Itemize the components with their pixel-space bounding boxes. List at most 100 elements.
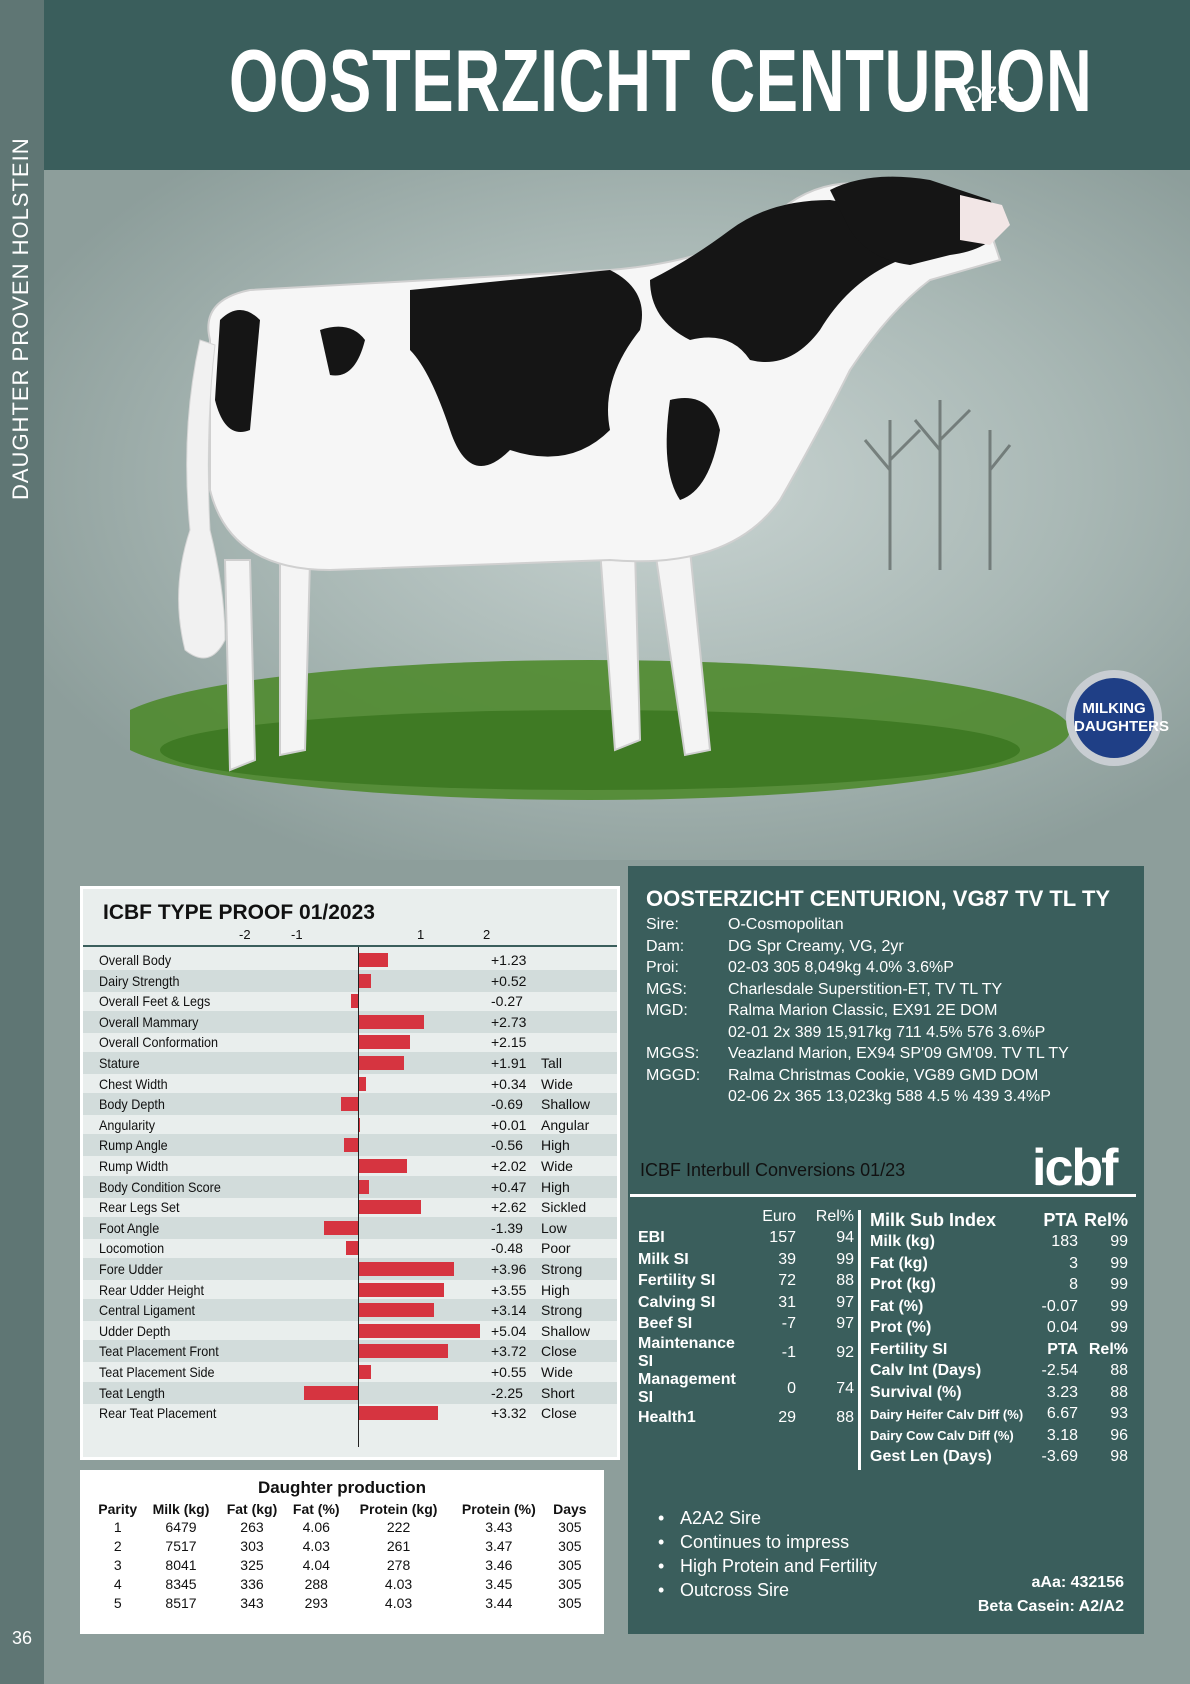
- table-cell: 343: [240, 1595, 264, 1611]
- subindex-pta: 183: [1051, 1233, 1078, 1251]
- subindex-pta: -3.69: [1041, 1448, 1078, 1466]
- trait-row: Teat Placement Side +0.55 Wide: [83, 1361, 617, 1383]
- subindex-label: Dairy Heifer Calv Diff (%): [870, 1406, 1024, 1422]
- trait-name: Dairy Strength: [99, 972, 180, 989]
- zero-axis-line: [358, 947, 359, 1447]
- table-cell: 5: [113, 1595, 122, 1611]
- trait-value: +0.01: [491, 1116, 527, 1133]
- ebi-row: Management SI 0 74: [638, 1371, 854, 1407]
- trait-descriptor: Poor: [541, 1240, 571, 1257]
- subindex-label: Survival (%): [870, 1383, 962, 1401]
- scale-tick: 1: [417, 927, 425, 942]
- trait-value: +3.32: [491, 1405, 527, 1422]
- ebi-euro: 29: [778, 1408, 796, 1426]
- trait-row: Body Depth -0.69 Shallow: [83, 1093, 617, 1116]
- trait-name: Rear Udder Height: [99, 1281, 205, 1298]
- ebi-label: Beef SI: [638, 1315, 693, 1333]
- subindex-row: Prot (%) 0.04 99: [870, 1318, 1128, 1340]
- ebi-euro: 31: [778, 1293, 796, 1311]
- trait-descriptor: High: [541, 1281, 570, 1298]
- pedigree-value: 02-06 2x 365 13,023kg 588 4.5 % 439 3.4%…: [728, 1088, 1051, 1105]
- trait-value: +1.23: [491, 952, 527, 968]
- trait-row: Overall Mammary +2.73: [83, 1010, 617, 1033]
- page-number: 36: [12, 1628, 33, 1648]
- trait-row: Angularity +0.01 Angular: [83, 1114, 617, 1136]
- table-cell: 263: [240, 1519, 264, 1535]
- ebi-rel: 99: [836, 1250, 854, 1268]
- subindex-label: Prot (%): [870, 1319, 932, 1337]
- highlight-item: High Protein and Fertility: [652, 1556, 877, 1580]
- table-cell: 8345: [165, 1576, 197, 1592]
- trait-row: Central Ligament +3.14 Strong: [83, 1299, 617, 1322]
- ebi-label: Calving SI: [638, 1293, 716, 1311]
- trait-value: +0.34: [491, 1075, 527, 1092]
- subindex-row: Fat (%) -0.07 99: [870, 1296, 1128, 1318]
- fert-pta-header: PTA: [1047, 1340, 1078, 1358]
- page-title: OOSTERZICHT CENTURION: [229, 31, 1093, 130]
- ebi-euro: 39: [778, 1250, 796, 1268]
- vertical-divider: [858, 1210, 861, 1470]
- beta-casein: Beta Casein: A2/A2: [977, 1598, 1124, 1615]
- trait-name: Stature: [99, 1055, 140, 1071]
- subindex-row: Survival (%) 3.23 88: [870, 1382, 1128, 1404]
- column-header: Days: [553, 1501, 587, 1517]
- trait-bar: [346, 1241, 358, 1256]
- subindex-row: Gest Len (Days) -3.69 98: [870, 1447, 1128, 1469]
- scale-tick: -1: [291, 927, 303, 942]
- trait-name: Rear Teat Placement: [99, 1405, 217, 1422]
- pedigree-key: MGS:: [646, 980, 687, 998]
- scale-tick: -2: [239, 927, 251, 942]
- pedigree-value: DG Spr Creamy, VG, 2yr: [728, 937, 904, 955]
- trait-name: Body Condition Score: [99, 1178, 221, 1195]
- trait-descriptor: Strong: [541, 1261, 583, 1277]
- trait-descriptor: Wide: [541, 1075, 573, 1092]
- trait-value: +1.91: [491, 1055, 527, 1071]
- table-cell: 261: [386, 1538, 411, 1554]
- trait-value: -2.25: [491, 1384, 523, 1401]
- daughter-production-panel: Daughter production Parity Milk (kg) Fat…: [80, 1470, 604, 1634]
- table-row: 3 8041 325 4.04 278 3.46 305: [92, 1556, 592, 1575]
- trait-name: Rump Width: [99, 1158, 169, 1174]
- type-proof-inner: ICBF TYPE PROOF 01/2023 -2 -1 1 2 Overal…: [83, 889, 617, 1457]
- fert-rel-header: Rel%: [1088, 1340, 1128, 1358]
- subindex-label: Fat (kg): [870, 1254, 928, 1272]
- trait-name: Rear Legs Set: [99, 1199, 180, 1216]
- pedigree-value: Ralma Marion Classic, EX91 2E DOM: [728, 1002, 998, 1019]
- badge-line-2: DAUGHTERS: [1074, 718, 1170, 735]
- ebi-header-rel: Rel%: [815, 1207, 854, 1225]
- daughter-production-title: Daughter production: [257, 1478, 427, 1497]
- type-proof-scale: -2 -1 1 2: [83, 927, 617, 945]
- trait-value: -0.69: [491, 1096, 523, 1113]
- highlights-list: A2A2 SireContinues to impressHigh Protei…: [652, 1508, 877, 1604]
- trait-bar: [324, 1220, 358, 1235]
- ebi-header-row: Euro Rel%: [638, 1206, 854, 1228]
- trait-value: -0.27: [491, 993, 523, 1010]
- ebi-euro: 157: [769, 1229, 796, 1247]
- table-cell: 2: [113, 1538, 122, 1554]
- trait-row: Overall Body +1.23: [83, 949, 617, 971]
- subindex-pta: -2.54: [1041, 1362, 1078, 1380]
- type-proof-title: ICBF TYPE PROOF 01/2023: [103, 901, 375, 924]
- table-cell: 305: [558, 1519, 582, 1535]
- ebi-rel: 97: [836, 1293, 854, 1311]
- subindex-rel: 99: [1110, 1254, 1128, 1272]
- table-cell: 8041: [165, 1557, 197, 1573]
- subindex-rel: 99: [1110, 1297, 1128, 1315]
- subindex-row: Milk (kg) 183 99: [870, 1232, 1128, 1254]
- subindex-rel: 88: [1110, 1362, 1128, 1380]
- trait-descriptor: Close: [541, 1343, 577, 1360]
- pedigree-title: OOSTERZICHT CENTURION, VG87 TV TL TY: [646, 886, 1111, 911]
- pedigree-key: MGGD:: [646, 1066, 701, 1084]
- ebi-euro: 72: [778, 1272, 796, 1290]
- trait-value: +0.52: [491, 972, 527, 989]
- ebi-label: EBI: [638, 1229, 665, 1247]
- table-cell: 3.47: [485, 1538, 513, 1554]
- trait-row: Stature +1.91 Tall: [83, 1052, 617, 1074]
- trait-name: Overall Mammary: [99, 1013, 199, 1030]
- ebi-euro: 0: [787, 1380, 796, 1397]
- trait-bar: [341, 1097, 358, 1112]
- type-proof-panel: ICBF TYPE PROOF 01/2023 -2 -1 1 2 Overal…: [80, 886, 620, 1460]
- trait-bar: [358, 1035, 411, 1050]
- bull-photo: [130, 176, 1070, 800]
- trait-row: Chest Width +0.34 Wide: [83, 1073, 617, 1095]
